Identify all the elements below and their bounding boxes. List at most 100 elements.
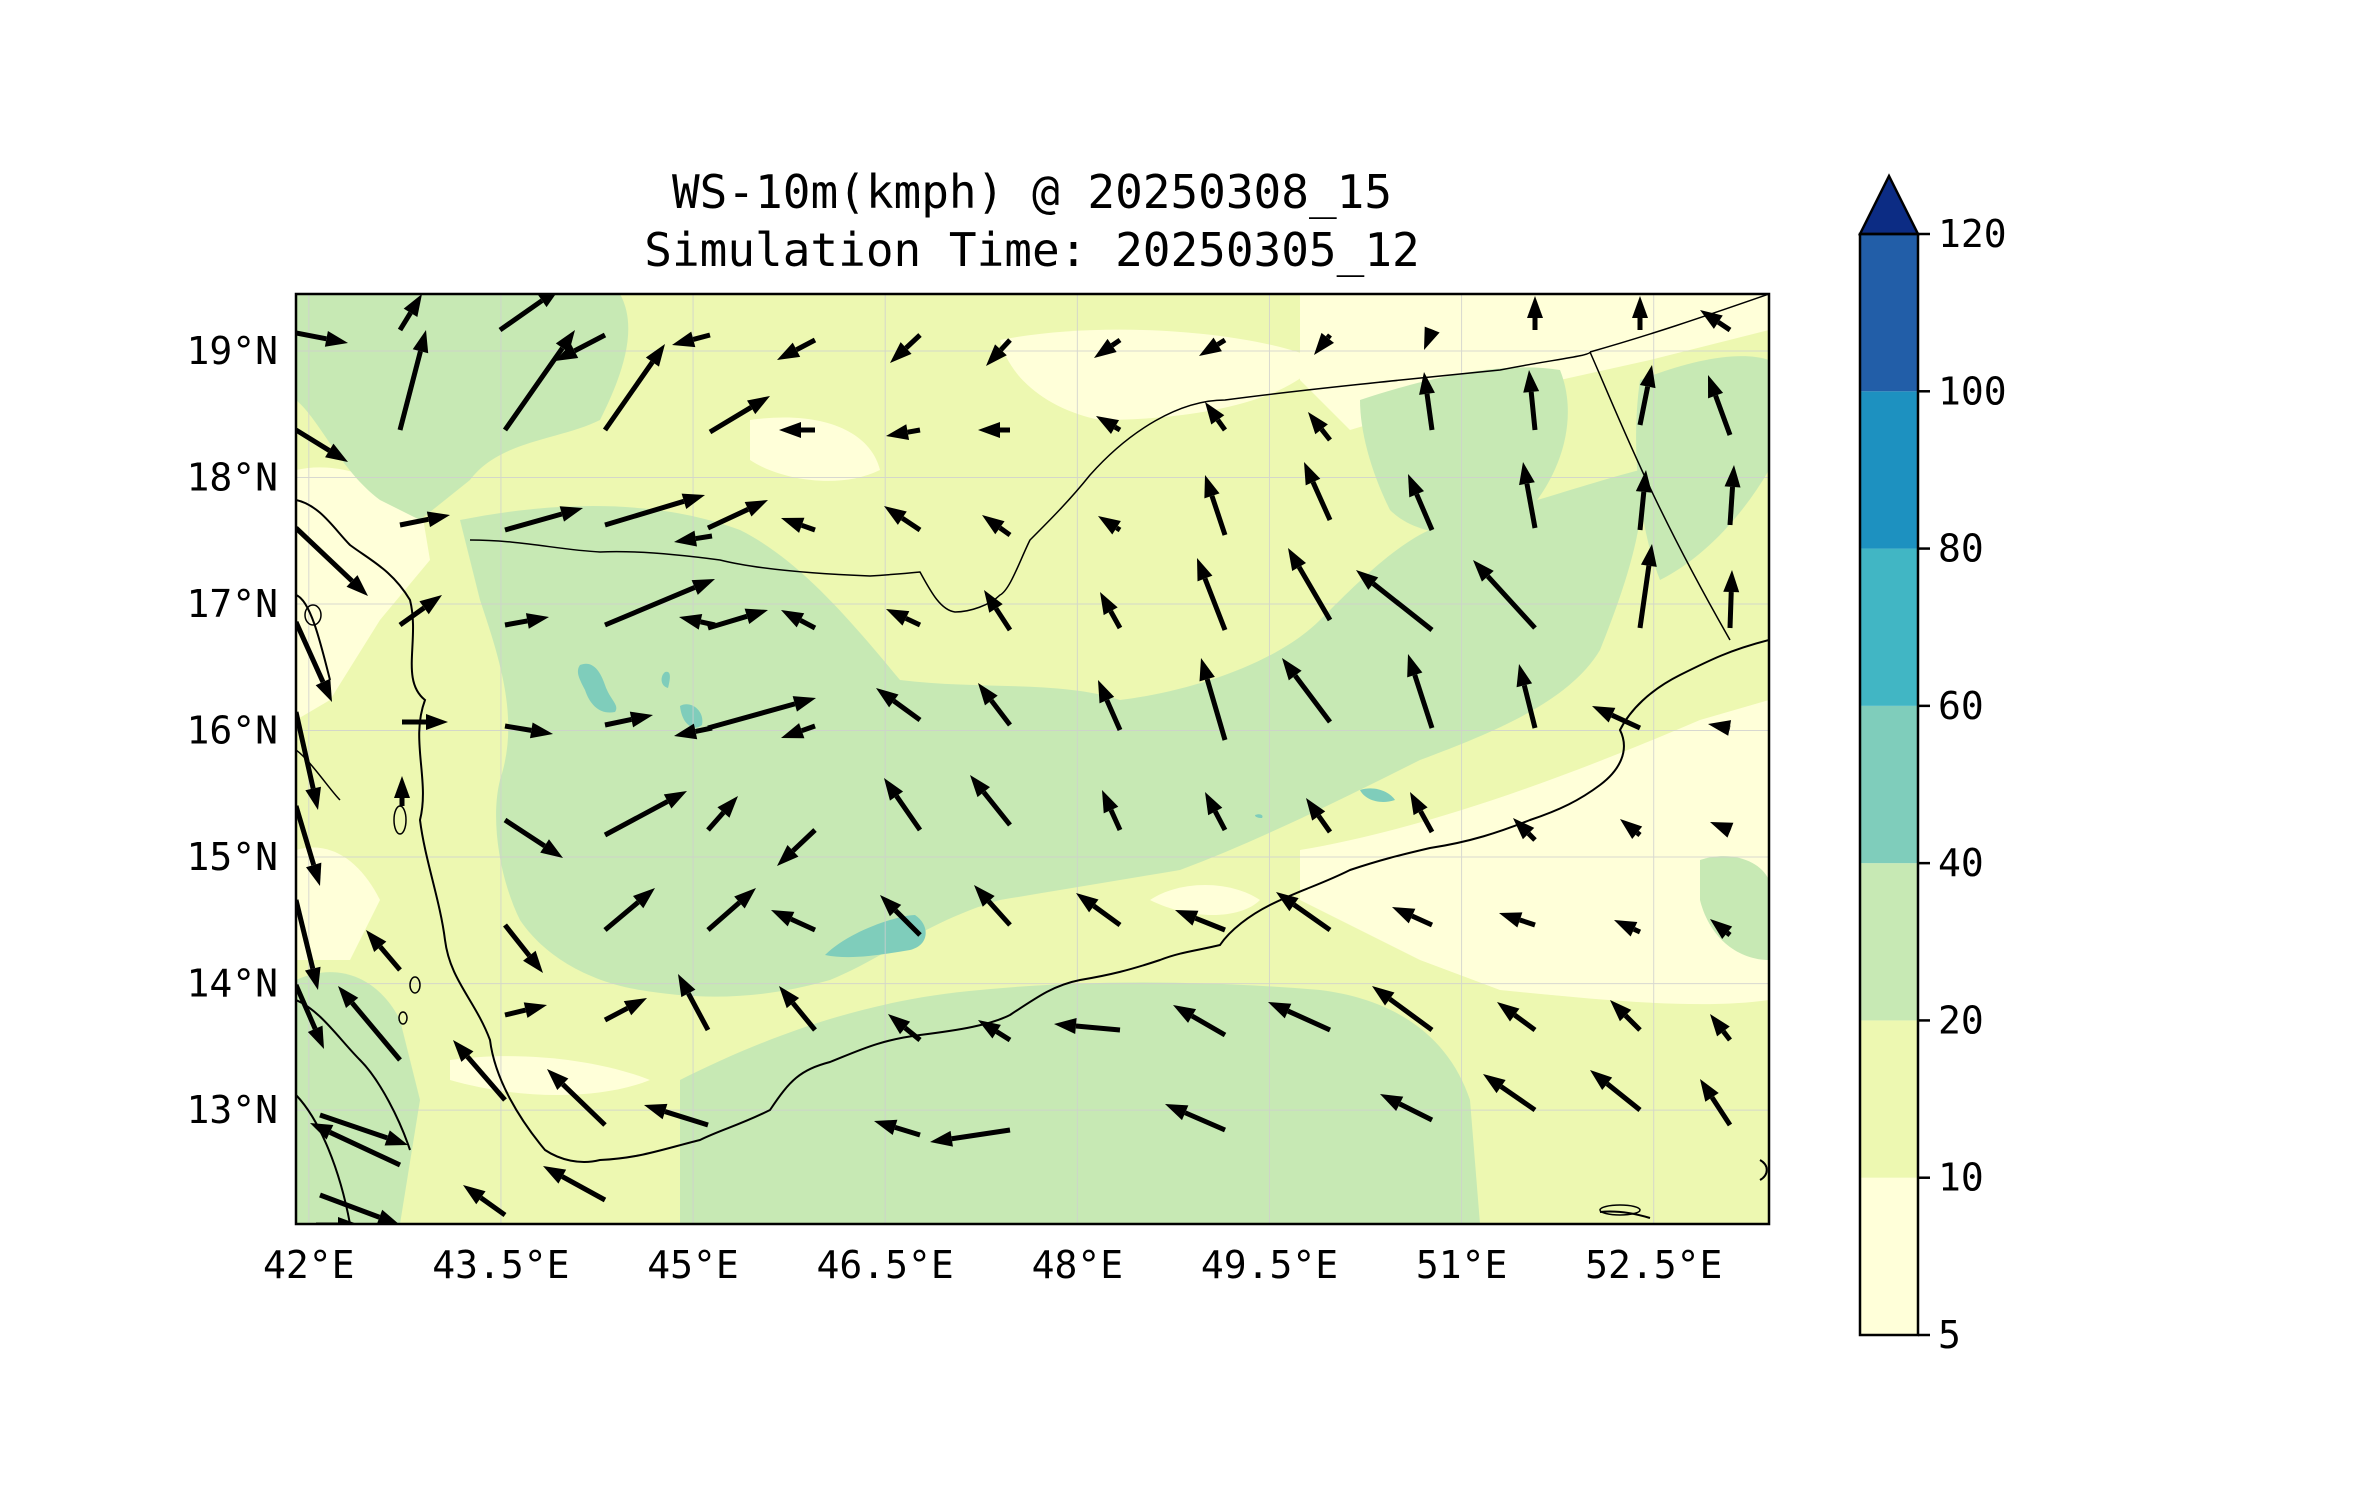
wind-arrow	[296, 330, 348, 347]
wind-arrow	[1499, 912, 1536, 928]
wind-arrow	[1724, 465, 1741, 526]
colorbar-segment	[1860, 548, 1918, 706]
wind-arrow	[890, 333, 922, 363]
x-tick-label: 49.5°E	[1201, 1243, 1338, 1287]
wind-arrow	[316, 1217, 358, 1224]
wind-arrow	[876, 688, 922, 723]
wind-arrow	[1410, 792, 1435, 834]
wind-arrow	[504, 722, 553, 739]
colorbar-segment	[1860, 391, 1918, 549]
x-tick-label: 51°E	[1416, 1243, 1508, 1287]
wind-arrow	[1723, 570, 1740, 629]
wind-arrow	[1632, 296, 1648, 330]
wind-arrow	[1308, 412, 1332, 442]
wind-arrow	[397, 330, 429, 431]
colorbar-label: 60	[1938, 684, 1984, 728]
wind-fill-40-60	[577, 663, 1395, 958]
wind-arrow	[1314, 332, 1334, 355]
y-tick-label: 18°N	[186, 455, 278, 499]
colorbar-label: 120	[1938, 212, 2007, 256]
wind-arrow	[1527, 296, 1543, 330]
wind-arrow	[781, 517, 816, 533]
y-tick-label: 13°N	[186, 1088, 278, 1132]
y-axis-ticks: 13°N 14°N 15°N 16°N 17°N 18°N 19°N	[186, 329, 278, 1132]
wind-arrow	[1372, 986, 1434, 1033]
wind-arrow	[984, 590, 1013, 632]
wind-arrow	[779, 986, 817, 1032]
islands	[304, 604, 1641, 1216]
wind-arrow	[1620, 819, 1643, 839]
wind-arrow	[1637, 544, 1657, 629]
wind-arrow	[555, 332, 607, 361]
wind-arrow	[1173, 1005, 1227, 1038]
wind-arrow	[1380, 1094, 1434, 1123]
wind-arrow	[978, 1020, 1012, 1043]
wind-arrow	[1473, 560, 1537, 630]
title-line1: WS-10m(kmph) @ 20250308_15	[672, 165, 1392, 219]
wind-arrow	[503, 817, 563, 858]
wind-arrow	[1407, 654, 1435, 729]
wind-arrow	[1408, 474, 1435, 531]
wind-arrow	[296, 427, 348, 462]
colorbar-segment	[1860, 1020, 1918, 1178]
wind-arrow	[1710, 822, 1734, 838]
wind-arrow	[1094, 337, 1122, 358]
colorbar: 5 10 20 40 60 80 100 120	[1857, 173, 2007, 1357]
x-tick-label: 46.5°E	[817, 1243, 954, 1287]
wind-arrow	[398, 595, 442, 628]
wind-arrow	[886, 424, 921, 441]
wind-arrow	[1710, 919, 1733, 939]
wind-arrow	[453, 1040, 507, 1102]
wind-arrow	[777, 337, 817, 360]
wind-arrow	[1096, 416, 1122, 434]
wind-arrow	[986, 338, 1012, 366]
wind-arrow	[504, 613, 549, 629]
wind-arrow	[884, 506, 922, 533]
wind-arrow	[674, 530, 713, 547]
title-line2: Simulation Time: 20250305_12	[644, 223, 1419, 277]
wind-arrow	[402, 714, 448, 730]
wind-arrow	[1165, 1104, 1226, 1133]
wind-arrow	[498, 294, 556, 333]
wind-arrow	[296, 899, 321, 990]
wind-arrow	[1708, 720, 1732, 736]
wind-arrow	[672, 331, 711, 348]
colorbar-extend-arrow	[1857, 173, 1921, 236]
wind-arrow	[296, 620, 332, 702]
wind-arrow	[974, 885, 1012, 927]
wind-arrow	[1497, 1002, 1537, 1033]
wind-arrow	[1204, 475, 1228, 536]
wind-arrow	[706, 888, 756, 932]
wind-arrow	[1199, 337, 1227, 356]
wind-arrow	[1610, 1000, 1642, 1032]
wind-arrow	[880, 895, 922, 937]
wind-arrow	[777, 828, 817, 866]
wind-arrow	[1614, 920, 1642, 937]
wind-arrow	[296, 983, 324, 1049]
x-tick-label: 43.5°E	[432, 1243, 569, 1287]
wind-arrow	[543, 1166, 607, 1203]
colorbar-label: 100	[1938, 369, 2007, 413]
wind-arrow	[1516, 664, 1538, 729]
x-tick-label: 48°E	[1032, 1243, 1124, 1287]
wind-arrow	[1519, 462, 1538, 529]
wind-arrow	[978, 683, 1012, 727]
wind-arrow	[604, 711, 653, 728]
y-tick-label: 19°N	[186, 329, 278, 373]
y-tick-label: 16°N	[186, 709, 278, 753]
colorbar-label: 10	[1938, 1156, 1984, 1200]
wind-arrow	[674, 723, 713, 740]
colorbar-segment	[1860, 705, 1918, 864]
x-tick-label: 52.5°E	[1585, 1243, 1722, 1287]
wind-arrow	[1419, 372, 1435, 431]
wind-vectors	[296, 294, 1741, 1224]
y-tick-label: 14°N	[186, 962, 278, 1006]
wind-arrow	[874, 1119, 921, 1138]
wind-arrow	[1102, 790, 1123, 832]
wind-arrow	[296, 526, 368, 596]
wind-arrow	[504, 1002, 547, 1018]
wind-arrow	[706, 500, 768, 531]
wind-arrow	[503, 923, 543, 973]
wind-arrow	[1523, 370, 1540, 431]
